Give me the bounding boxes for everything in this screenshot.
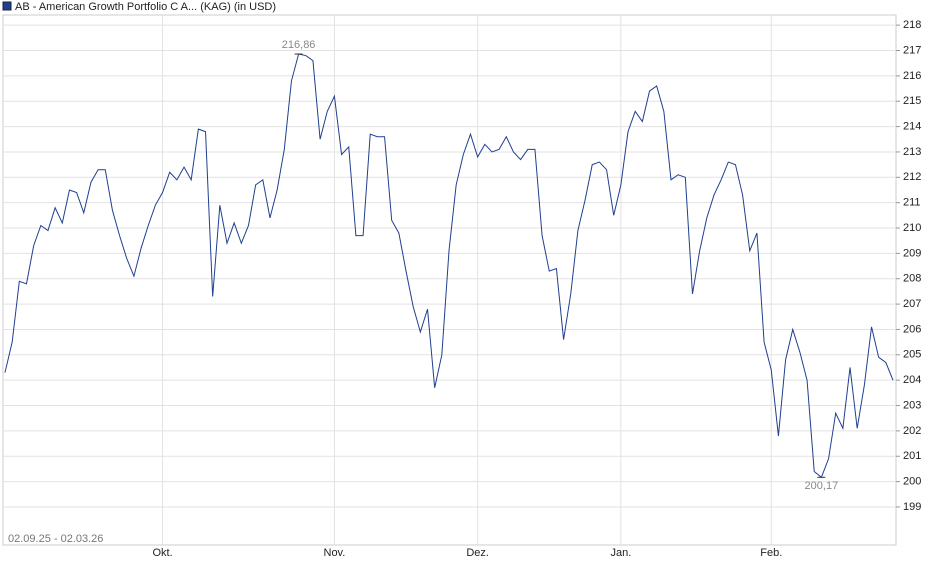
value-label: 216,86: [282, 39, 316, 51]
legend-swatch: [2, 1, 12, 11]
y-tick-label: 214: [903, 120, 921, 132]
date-range: 02.09.25 - 02.03.26: [8, 533, 103, 545]
price-line: [4, 53, 894, 479]
y-tick-label: 206: [903, 323, 921, 335]
y-tick-label: 207: [903, 298, 921, 310]
x-tick-label: Okt.: [152, 547, 172, 559]
y-tick-label: 217: [903, 44, 921, 56]
y-tick-label: 203: [903, 399, 921, 411]
value-label: 200,17: [805, 480, 839, 492]
x-tick-label: Dez.: [466, 547, 489, 559]
x-tick-label: Jan.: [610, 547, 631, 559]
y-tick-label: 208: [903, 273, 921, 285]
y-tick-label: 204: [903, 374, 921, 386]
y-tick-label: 213: [903, 146, 921, 158]
x-tick-label: Feb.: [760, 547, 782, 559]
plot-frame: [2, 14, 897, 546]
y-tick-label: 212: [903, 171, 921, 183]
y-tick-label: 209: [903, 247, 921, 259]
y-tick-label: 199: [903, 501, 921, 513]
y-tick-label: 201: [903, 450, 921, 462]
y-tick-label: 205: [903, 349, 921, 361]
y-tick-label: 210: [903, 222, 921, 234]
y-tick-label: 211: [903, 197, 921, 209]
y-tick-label: 200: [903, 476, 921, 488]
legend-label: AB - American Growth Portfolio C A... (K…: [15, 1, 276, 13]
y-tick-label: 202: [903, 425, 921, 437]
y-tick-label: 215: [903, 95, 921, 107]
x-tick-label: Nov.: [324, 547, 346, 559]
y-tick-label: 216: [903, 70, 921, 82]
y-tick-label: 218: [903, 19, 921, 31]
